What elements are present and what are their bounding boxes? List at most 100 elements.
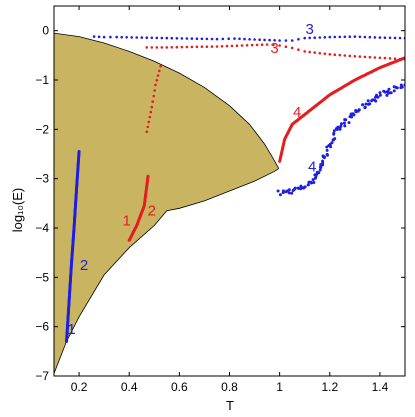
data-point — [383, 90, 387, 94]
data-point — [149, 110, 153, 114]
data-point — [230, 44, 234, 48]
data-point — [147, 120, 151, 124]
data-point — [319, 165, 322, 169]
data-point — [165, 46, 169, 49]
data-point — [338, 35, 342, 39]
series-annotation: 3 — [270, 40, 278, 57]
data-point — [235, 44, 239, 47]
data-point — [318, 168, 322, 172]
data-point — [160, 46, 164, 49]
data-point — [215, 37, 219, 41]
data-point — [215, 45, 219, 48]
data-point — [333, 137, 337, 141]
data-point — [130, 36, 133, 39]
data-point — [195, 37, 199, 40]
data-point — [398, 36, 402, 40]
data-point — [290, 39, 294, 42]
data-point — [378, 93, 382, 97]
x-axis-label: T — [226, 398, 234, 413]
data-point — [376, 95, 380, 99]
data-point — [333, 35, 337, 39]
x-tick-label: 1.2 — [321, 380, 338, 394]
data-point — [265, 43, 269, 46]
data-point — [321, 159, 324, 163]
data-point — [287, 191, 291, 195]
data-point — [363, 55, 367, 59]
data-point — [146, 174, 150, 178]
data-point — [258, 38, 261, 41]
data-point — [278, 39, 281, 42]
data-point — [150, 36, 154, 40]
data-point — [328, 53, 332, 56]
data-point — [221, 37, 225, 41]
data-point — [245, 44, 249, 47]
data-point — [243, 37, 246, 41]
data-point — [318, 36, 322, 39]
data-point — [325, 152, 329, 156]
x-tick-label: 1.4 — [372, 380, 389, 394]
data-point — [297, 38, 300, 41]
x-tick-label: 0.4 — [121, 380, 138, 394]
data-point — [150, 105, 154, 109]
data-point — [220, 45, 224, 48]
data-point — [200, 37, 204, 41]
data-point — [317, 171, 321, 175]
plot-area — [54, 32, 405, 374]
data-point — [155, 36, 159, 40]
data-point — [92, 35, 96, 38]
data-point — [313, 51, 317, 54]
data-point — [170, 46, 174, 49]
y-tick-label: −2 — [35, 122, 49, 136]
data-point — [210, 45, 214, 48]
series-annotation: 2 — [148, 203, 156, 220]
data-point — [368, 35, 372, 39]
data-point — [351, 112, 355, 116]
data-point — [109, 35, 112, 39]
data-point — [366, 99, 370, 103]
data-point — [268, 38, 271, 42]
x-tick-label: 0.2 — [71, 380, 88, 394]
data-point — [368, 55, 372, 59]
data-point — [363, 105, 367, 109]
data-point — [378, 36, 382, 39]
y-tick-label: −3 — [35, 172, 49, 186]
x-tick-label: 0.6 — [171, 380, 188, 394]
data-point — [255, 43, 259, 47]
data-point — [344, 118, 348, 122]
data-point — [185, 45, 189, 49]
data-point — [323, 52, 327, 56]
data-point — [387, 87, 391, 91]
data-point — [145, 130, 149, 134]
data-point — [393, 36, 397, 40]
data-point — [160, 36, 164, 40]
data-point — [290, 191, 294, 195]
data-point — [400, 85, 404, 89]
data-point — [347, 121, 351, 125]
data-point — [115, 35, 118, 39]
series-1 — [65, 150, 81, 343]
data-point — [97, 35, 101, 39]
data-point — [276, 189, 280, 193]
data-point — [145, 36, 149, 39]
data-point — [120, 35, 123, 39]
x-tick-label: 0.8 — [221, 380, 238, 394]
data-point — [308, 50, 312, 54]
data-point — [318, 51, 322, 55]
data-point — [392, 89, 396, 93]
data-point — [292, 188, 296, 191]
series-annotation: 1 — [67, 321, 75, 338]
series-annotation: 2 — [80, 257, 88, 274]
data-point — [152, 94, 155, 98]
data-point — [373, 56, 377, 59]
data-point — [154, 83, 157, 87]
data-point — [159, 64, 162, 68]
series-4 — [92, 35, 405, 42]
y-tick-label: 0 — [42, 24, 49, 38]
axes-layer: 0.2 0.4 0.6 0.8 1 1.2 1.4 0 −1 −2 −3 −4 −5 −6 −7 — [35, 5, 406, 394]
data-point — [395, 86, 399, 90]
y-tick-label: −5 — [35, 270, 49, 284]
data-point — [342, 121, 346, 125]
data-point — [325, 148, 329, 152]
data-point — [343, 124, 347, 128]
